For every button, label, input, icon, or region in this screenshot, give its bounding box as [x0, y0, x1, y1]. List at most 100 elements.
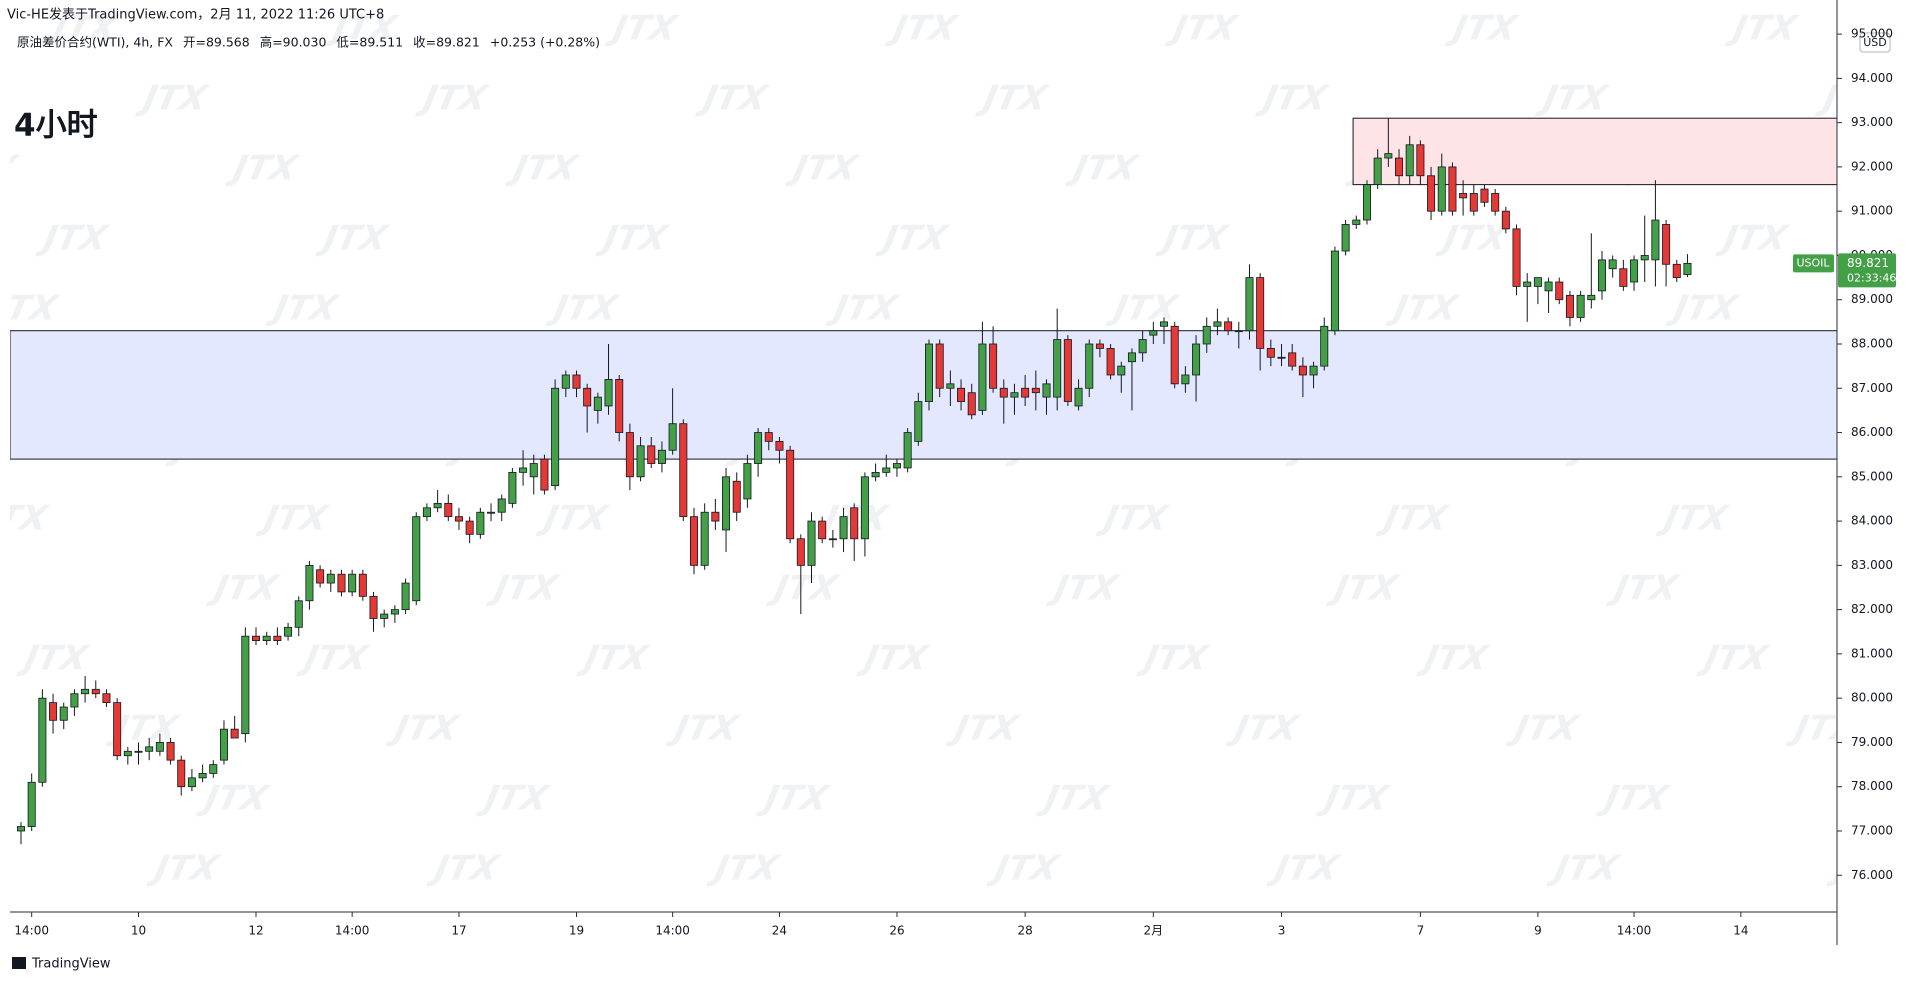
candle-body — [1192, 343, 1201, 376]
candle-body — [1608, 259, 1617, 270]
watermark: JTX — [1104, 289, 1182, 329]
candle-body — [657, 449, 666, 464]
candle-body — [123, 750, 132, 757]
candle-body — [689, 516, 698, 566]
candle-body — [294, 600, 303, 628]
watermark: JTX — [694, 79, 772, 119]
y-tick-label: 84.000 — [1851, 514, 1893, 528]
candle-body — [1352, 219, 1361, 225]
countdown-label: 02:33:46 — [1847, 271, 1896, 284]
watermark: JTX — [765, 569, 843, 609]
plot-background: JTX JTX JTX JTX JTX JTX JTX JTX JTX JTX JTX JTX JTX J… — [0, 9, 1837, 889]
candle-body — [177, 759, 186, 788]
candle-body — [1395, 157, 1404, 177]
watermark: JTX — [1135, 639, 1213, 679]
candle-body — [1031, 387, 1040, 394]
candle-body — [1106, 348, 1115, 376]
brand: TradingView — [12, 957, 111, 972]
candle-body — [433, 502, 442, 509]
candle-body — [572, 374, 581, 389]
watermark: JTX — [604, 9, 682, 49]
watermark: JTX — [15, 639, 93, 679]
watermark: JTX — [385, 709, 463, 749]
x-tick-label: 14:00 — [655, 924, 690, 938]
watermark: JTX — [575, 639, 653, 679]
candle-body — [1330, 250, 1339, 332]
candle-body — [187, 777, 196, 788]
candle-body — [796, 538, 805, 566]
watermark: JTX — [874, 219, 952, 259]
y-tick-label: 85.000 — [1851, 469, 1893, 483]
watermark: JTX — [425, 849, 503, 889]
candle-body — [390, 609, 399, 615]
x-tick-label: 2月 — [1144, 924, 1164, 938]
watermark: JTX — [535, 499, 613, 539]
candle-body — [732, 480, 741, 513]
x-tick-label: 14:00 — [1617, 924, 1652, 938]
candle-body — [1427, 175, 1436, 212]
candle-body — [850, 507, 859, 540]
watermark: JTX — [0, 499, 53, 539]
x-tick-label: 24 — [772, 924, 787, 938]
x-tick-label: 26 — [889, 924, 904, 938]
candle-body — [1277, 356, 1286, 359]
candle-body — [166, 742, 175, 761]
candle-body — [1501, 210, 1510, 230]
watermark: JTX — [755, 779, 833, 819]
candle-body — [1662, 224, 1671, 265]
candle-body — [219, 728, 228, 761]
source-note: Vic-HE发表于TradingView.com，2月 11, 2022 11:… — [7, 7, 384, 23]
candle-body — [946, 383, 955, 389]
candle-body — [540, 458, 549, 491]
legend-close: 收=89.821 — [413, 35, 480, 50]
watermark: JTX — [314, 219, 392, 259]
price-label: 89.821 — [1847, 256, 1889, 270]
candle-body — [1213, 321, 1222, 327]
candle-body — [284, 626, 293, 637]
watermark: JTX — [1164, 9, 1242, 49]
candle-body — [722, 476, 731, 531]
watermark: JTX — [1225, 709, 1303, 749]
candle-body — [999, 387, 1008, 398]
watermark: JTX — [1545, 849, 1623, 889]
candle-body — [967, 392, 976, 416]
legend-symbol: 原油差价合约(WTI), 4h, FX — [17, 35, 173, 50]
watermark: JTX — [1384, 289, 1462, 329]
candle-body — [1619, 268, 1628, 287]
x-tick-label: 7 — [1417, 924, 1425, 938]
candle-body — [1491, 193, 1500, 212]
symbol-tag — [1793, 254, 1834, 273]
watermark: JTX — [485, 569, 563, 609]
candle-body — [519, 467, 528, 473]
candle-body — [647, 445, 656, 464]
candle-body — [348, 573, 357, 593]
candle-body — [17, 826, 26, 832]
y-tick-label: 94.000 — [1851, 71, 1893, 85]
candle-body — [1533, 277, 1542, 287]
candle-body — [1074, 387, 1083, 407]
candle-body — [1181, 374, 1190, 385]
candle-body — [38, 697, 47, 783]
candle-body — [1053, 339, 1062, 398]
candle-body — [230, 728, 239, 739]
y-tick-label: 93.000 — [1851, 115, 1893, 129]
candle-body — [914, 401, 923, 442]
y-tick-label: 77.000 — [1851, 823, 1893, 837]
candle-body — [1480, 188, 1489, 203]
y-tick-label: 88.000 — [1851, 336, 1893, 350]
watermark: JTX — [1415, 639, 1493, 679]
candle-body — [903, 432, 912, 469]
candle-body — [1245, 277, 1254, 332]
brand-logo — [12, 957, 26, 969]
y-tick-label: 82.000 — [1851, 602, 1893, 616]
candle-body — [326, 573, 335, 584]
y-tick-label: 76.000 — [1851, 868, 1893, 882]
chart-title: 4小时 — [14, 108, 98, 144]
candle-body — [860, 476, 869, 540]
candle-body — [1672, 263, 1681, 278]
candle-body — [1640, 255, 1649, 261]
x-tick-label: 19 — [569, 924, 584, 938]
candle-body — [1234, 330, 1243, 333]
candle-body — [1459, 193, 1468, 199]
candle-body — [262, 635, 271, 642]
